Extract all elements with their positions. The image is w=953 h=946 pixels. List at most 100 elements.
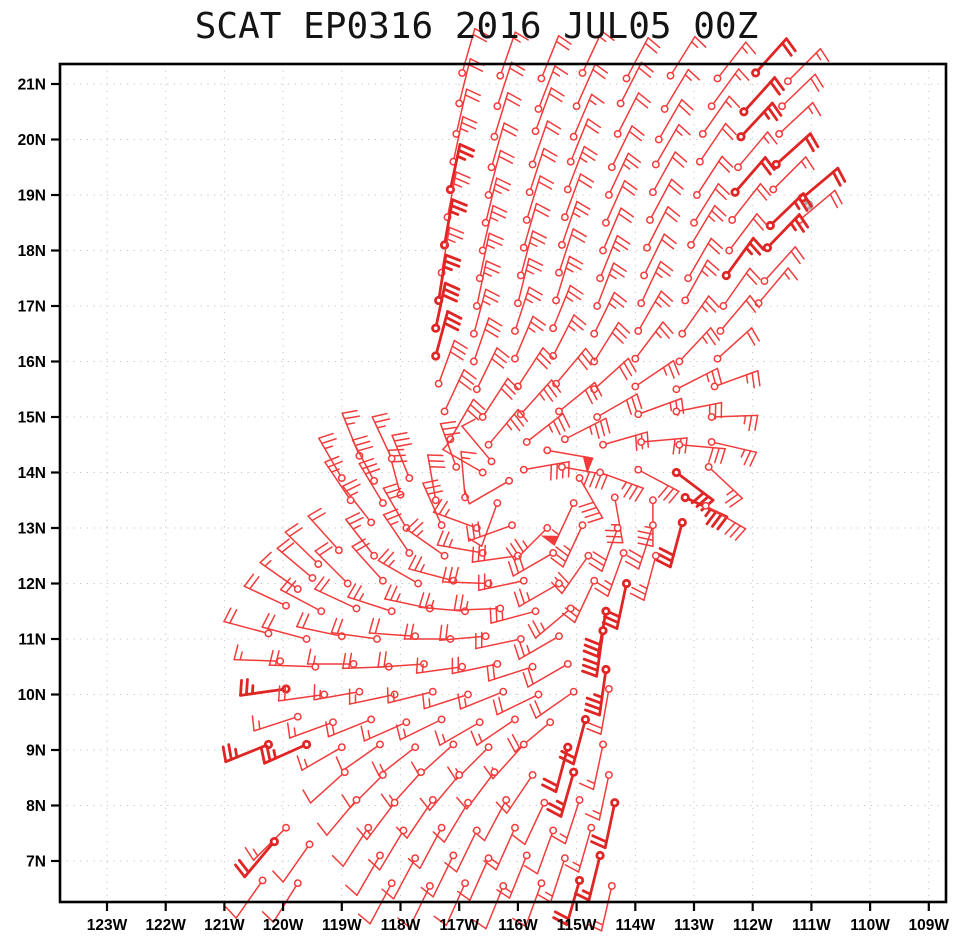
station-circle <box>543 446 552 455</box>
barb-full <box>568 255 584 265</box>
barb-staff <box>459 692 502 710</box>
wind-barb <box>513 257 544 308</box>
barb-staff <box>602 472 645 489</box>
barb-staff <box>289 722 331 739</box>
barb-staff <box>445 369 465 410</box>
barb-full <box>331 854 344 868</box>
station-circle <box>469 357 478 366</box>
barb-full <box>587 721 603 730</box>
station-circle <box>484 743 493 752</box>
barb-staff <box>659 98 683 138</box>
wind-barb <box>456 854 493 901</box>
barb-full <box>557 35 572 45</box>
wind-barb <box>528 120 562 169</box>
barb-full <box>582 657 600 666</box>
wind-barb <box>616 61 654 108</box>
station-circle <box>437 823 446 832</box>
barb-half <box>662 366 668 376</box>
barb-staff <box>592 746 604 791</box>
station-circle <box>640 271 649 280</box>
barb-full <box>496 347 510 358</box>
station-circle <box>666 71 675 80</box>
wind-barb <box>439 198 468 250</box>
barb-full <box>225 906 237 919</box>
barb-full <box>596 581 611 592</box>
station-circle <box>481 632 490 641</box>
station-circle <box>487 163 496 172</box>
barb-full <box>470 730 478 746</box>
barb-full <box>610 297 625 308</box>
barb-full <box>729 525 742 538</box>
barb-half <box>669 401 673 412</box>
wind-barb <box>513 579 563 608</box>
barb-staff <box>494 91 509 135</box>
barb-half <box>544 891 554 898</box>
barb-full <box>664 211 678 223</box>
barb-full <box>628 485 639 500</box>
station-circle <box>314 560 323 569</box>
barb-staff <box>612 125 633 166</box>
wind-barb <box>225 876 267 919</box>
barb-staff <box>406 528 443 555</box>
wind-barb <box>769 156 815 194</box>
barb-staff <box>801 189 836 219</box>
wind-barb <box>440 369 477 416</box>
barb-staff <box>559 228 574 271</box>
barb-full <box>244 846 255 861</box>
barb-half <box>376 425 386 429</box>
wind-barb <box>760 246 805 285</box>
y-tick-label: 18N <box>18 243 46 260</box>
barb-full <box>477 521 481 538</box>
station-circle <box>675 440 684 449</box>
barb-full <box>567 290 582 301</box>
barb-full <box>637 92 651 104</box>
barb-full <box>550 464 553 481</box>
barb-full <box>599 420 606 437</box>
barb-half <box>743 415 747 425</box>
barb-full <box>419 797 431 811</box>
barb-full <box>472 919 487 930</box>
barb-full <box>631 586 647 596</box>
barb-staff <box>455 832 477 873</box>
station-circle <box>566 604 575 613</box>
barb-full <box>631 125 645 136</box>
wind-barb <box>490 91 522 141</box>
station-circle <box>654 135 663 144</box>
wind-barb <box>444 826 481 873</box>
station-circle <box>634 327 643 335</box>
barb-full <box>395 724 401 741</box>
station-circle <box>337 474 346 482</box>
station-circle <box>405 474 414 482</box>
station-circle <box>572 102 581 111</box>
station-circle <box>484 440 493 449</box>
barb-full <box>584 511 601 519</box>
barb-half <box>704 507 712 518</box>
station-circle <box>707 438 716 446</box>
station-circle <box>734 163 742 172</box>
barb-half <box>512 37 521 43</box>
barb-half <box>491 858 500 865</box>
barb-full <box>361 463 378 470</box>
barb-staff <box>656 123 680 163</box>
barb-staff <box>562 527 582 568</box>
barb-full <box>724 122 737 136</box>
barb-full <box>325 721 330 738</box>
barb-staff <box>476 720 514 746</box>
y-tick-label: 11N <box>18 632 46 649</box>
barb-full <box>611 331 624 344</box>
barb-half <box>565 267 574 273</box>
barb-full <box>485 260 501 268</box>
station-circle <box>305 840 314 849</box>
barb-full <box>607 541 624 544</box>
station-circle <box>387 607 396 616</box>
station-circle <box>329 718 337 727</box>
barb-staff <box>469 860 488 901</box>
barb-half <box>744 246 754 256</box>
station-circle <box>373 635 381 643</box>
barb-full <box>583 643 601 653</box>
barb-full <box>472 398 486 411</box>
barb-full <box>483 544 487 562</box>
station-circle <box>593 413 602 421</box>
barb-full <box>447 232 464 240</box>
wind-barb <box>512 798 549 846</box>
